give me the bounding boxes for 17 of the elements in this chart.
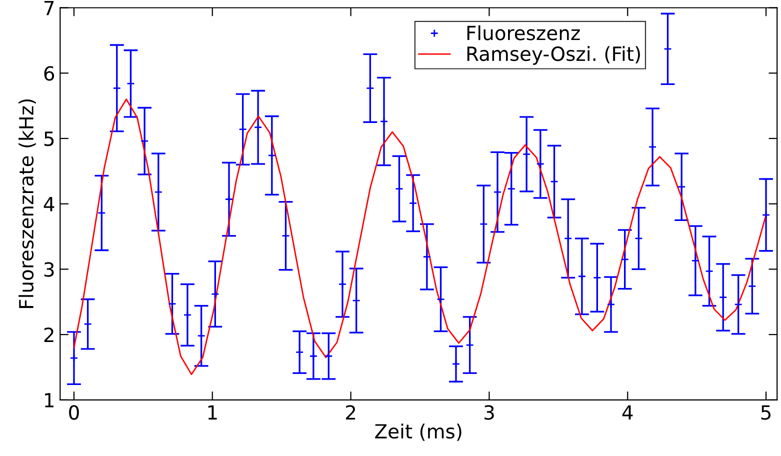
y-tick-label: 1 — [45, 393, 54, 408]
x-tick-label: 3 — [484, 405, 494, 420]
y-tick-label: 7 — [44, 0, 54, 16]
y-axis-title: Fluoreszenzrate (kHz) — [18, 99, 36, 308]
x-tick-label: 5 — [761, 405, 771, 420]
y-tick-label: 3 — [44, 262, 54, 277]
x-tick-label: 4 — [622, 405, 633, 420]
y-tick-label: 6 — [44, 66, 54, 81]
y-tick-label: 4 — [44, 197, 54, 212]
y-tick-label: 2 — [44, 328, 54, 342]
y-tick-label: 5 — [44, 132, 54, 146]
x-tick-label: 2 — [346, 405, 356, 420]
x-axis-title: Zeit (ms) — [375, 424, 462, 441]
legend-label: Ramsey-Oszi. (Fit) — [467, 46, 640, 65]
legend-label: Fluoreszenz — [467, 25, 580, 40]
x-tick-label: 1 — [208, 405, 217, 420]
x-tick-label: 0 — [69, 405, 79, 420]
